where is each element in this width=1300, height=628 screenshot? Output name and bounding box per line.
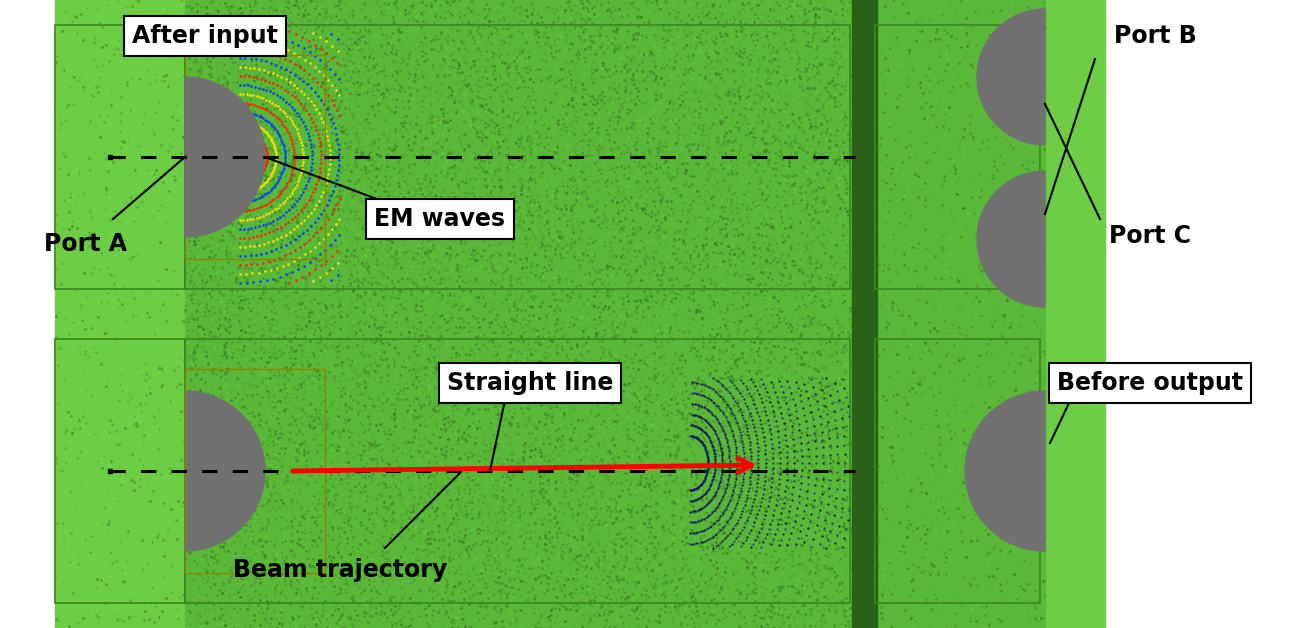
Bar <box>55 0 185 314</box>
Text: Beam trajectory: Beam trajectory <box>233 558 447 582</box>
Wedge shape <box>965 391 1045 551</box>
Wedge shape <box>185 77 265 237</box>
Bar <box>1045 0 1105 314</box>
Bar <box>185 369 325 573</box>
Bar <box>875 339 1040 603</box>
Bar <box>185 55 325 259</box>
Text: Port B: Port B <box>1114 24 1196 48</box>
Bar <box>55 339 185 603</box>
Wedge shape <box>978 9 1045 145</box>
Bar <box>185 0 855 314</box>
Wedge shape <box>978 171 1045 307</box>
Wedge shape <box>185 391 265 551</box>
Bar <box>875 25 1040 289</box>
Text: After input: After input <box>133 24 278 48</box>
Bar <box>1045 314 1105 628</box>
Bar <box>55 25 185 289</box>
Bar <box>875 314 1045 628</box>
Bar <box>185 25 850 289</box>
Bar <box>875 0 1045 314</box>
Text: Port C: Port C <box>1109 224 1191 248</box>
Bar <box>852 314 878 628</box>
Bar <box>852 0 878 314</box>
Bar <box>185 339 850 603</box>
Text: Before output: Before output <box>1057 371 1243 395</box>
Bar <box>55 314 185 628</box>
Text: Straight line: Straight line <box>447 371 614 395</box>
Bar <box>185 314 855 628</box>
Text: Port A: Port A <box>43 232 126 256</box>
Text: EM waves: EM waves <box>374 207 506 231</box>
